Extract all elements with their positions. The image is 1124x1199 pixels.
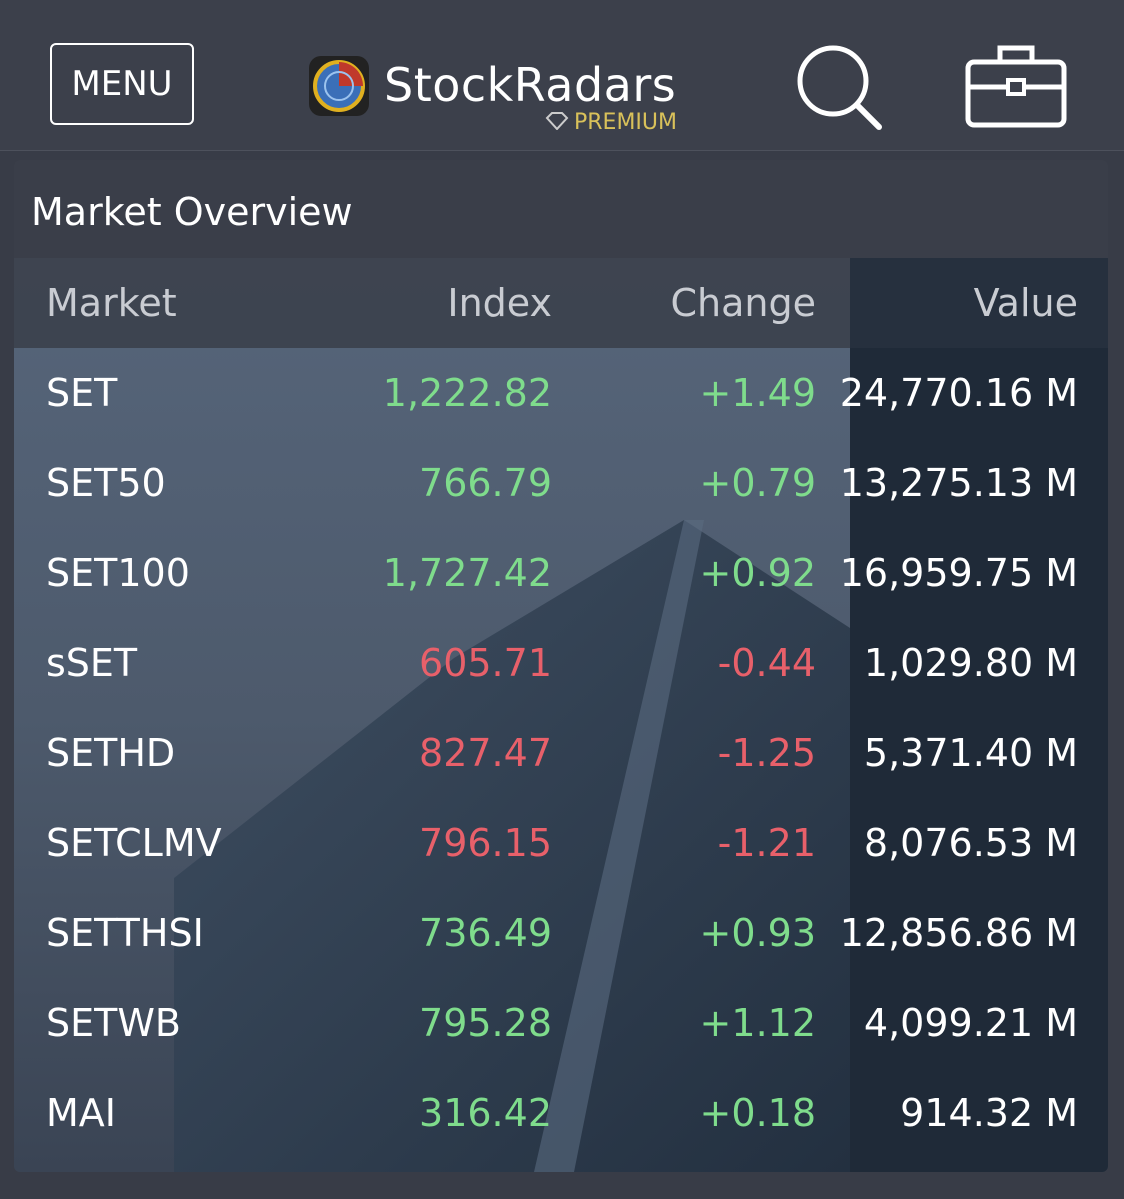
market-cell: SETHD bbox=[46, 731, 176, 775]
index-cell: 766.79 bbox=[419, 461, 552, 505]
search-button[interactable] bbox=[795, 43, 885, 133]
market-cell: SETCLMV bbox=[46, 821, 222, 865]
value-cell: 914.32 M bbox=[900, 1091, 1078, 1135]
background-image bbox=[14, 258, 1108, 1172]
market-cell: SETTHSI bbox=[46, 911, 204, 955]
index-cell: 1,727.42 bbox=[382, 551, 552, 595]
panel-title: Market Overview bbox=[31, 190, 353, 234]
market-cell: SET bbox=[46, 371, 118, 415]
index-cell: 795.28 bbox=[419, 1001, 552, 1045]
value-cell: 12,856.86 M bbox=[839, 911, 1078, 955]
header: MENU StockRadars PREMIUM bbox=[0, 0, 1124, 151]
index-cell: 1,222.82 bbox=[382, 371, 552, 415]
value-cell: 1,029.80 M bbox=[863, 641, 1078, 685]
change-cell: +1.12 bbox=[699, 1001, 816, 1045]
menu-button[interactable]: MENU bbox=[50, 43, 194, 125]
index-cell: 736.49 bbox=[419, 911, 552, 955]
premium-badge: PREMIUM bbox=[574, 110, 678, 135]
market-cell: SET100 bbox=[46, 551, 190, 595]
market-cell: MAI bbox=[46, 1091, 116, 1135]
brand-name: StockRadars bbox=[384, 58, 677, 112]
change-cell: +0.93 bbox=[699, 911, 816, 955]
market-table: Market Index Change Value SET 1,222.82 +1.49 24… bbox=[14, 258, 1108, 1172]
market-cell: SET50 bbox=[46, 461, 166, 505]
logo bbox=[309, 56, 369, 116]
column-header: Change bbox=[670, 281, 817, 325]
change-cell: -0.44 bbox=[717, 641, 816, 685]
index-cell: 316.42 bbox=[419, 1091, 552, 1135]
value-cell: 8,076.53 M bbox=[863, 821, 1078, 865]
change-cell: +1.49 bbox=[699, 371, 816, 415]
diamond-icon bbox=[545, 112, 569, 130]
change-cell: +0.92 bbox=[699, 551, 816, 595]
value-cell: 13,275.13 M bbox=[839, 461, 1078, 505]
value-cell: 5,371.40 M bbox=[863, 731, 1078, 775]
value-cell: 4,099.21 M bbox=[863, 1001, 1078, 1045]
market-panel: Market Overview Market Index Change Value SE… bbox=[14, 160, 1108, 1172]
index-cell: 796.15 bbox=[419, 821, 552, 865]
value-cell: 16,959.75 M bbox=[839, 551, 1078, 595]
market-cell: SETWB bbox=[46, 1001, 181, 1045]
column-header: Value bbox=[973, 281, 1078, 325]
column-header: Market bbox=[46, 281, 177, 325]
index-cell: 605.71 bbox=[419, 641, 552, 685]
market-cell: sSET bbox=[46, 641, 138, 685]
column-header: Index bbox=[447, 281, 552, 325]
change-cell: +0.79 bbox=[699, 461, 816, 505]
portfolio-button[interactable] bbox=[964, 42, 1068, 130]
index-cell: 827.47 bbox=[419, 731, 552, 775]
change-cell: -1.21 bbox=[717, 821, 816, 865]
value-cell: 24,770.16 M bbox=[839, 371, 1078, 415]
change-cell: -1.25 bbox=[717, 731, 816, 775]
change-cell: +0.18 bbox=[699, 1091, 816, 1135]
